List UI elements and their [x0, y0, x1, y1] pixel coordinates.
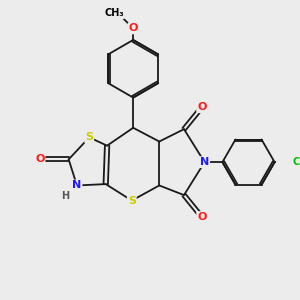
Text: O: O — [197, 212, 206, 222]
Text: H: H — [61, 191, 69, 201]
Text: Cl: Cl — [292, 157, 300, 167]
Text: S: S — [128, 196, 136, 206]
Text: N: N — [200, 157, 209, 167]
Text: O: O — [128, 23, 138, 33]
Text: O: O — [197, 102, 206, 112]
Text: S: S — [85, 132, 93, 142]
Text: O: O — [35, 154, 44, 164]
Text: N: N — [72, 181, 82, 190]
Text: CH₃: CH₃ — [104, 8, 124, 18]
